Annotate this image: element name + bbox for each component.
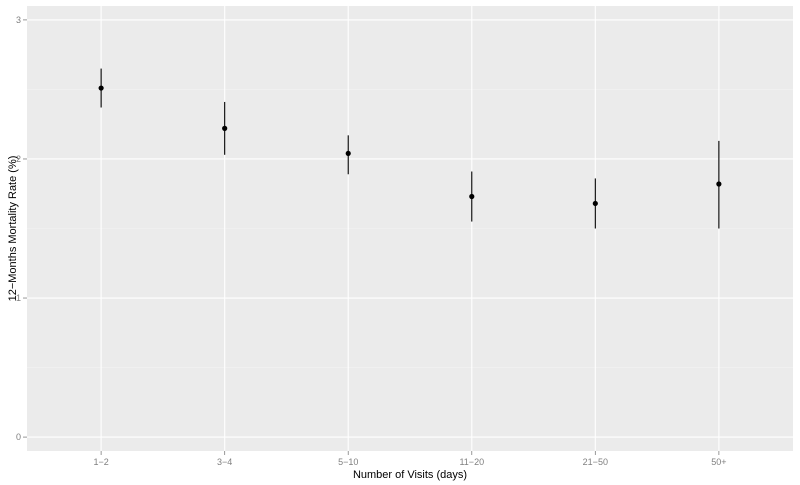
x-tick-label: 5−10 <box>338 457 358 467</box>
data-point <box>592 200 598 207</box>
data-point <box>98 85 104 91</box>
data-point <box>469 193 475 200</box>
x-axis-title: Number of Visits (days) <box>353 469 467 481</box>
data-point <box>345 150 351 157</box>
data-marks <box>98 68 722 229</box>
y-tick-label: 3 <box>16 15 21 25</box>
data-point <box>716 181 722 187</box>
x-tick-label: 1−2 <box>93 457 108 467</box>
x-tick-label: 21−50 <box>583 457 608 467</box>
y-tick-label: 0 <box>16 432 21 442</box>
y-tick-label: 1 <box>16 293 21 303</box>
x-tick-label: 3−4 <box>217 457 232 467</box>
axes: 0 1 2 3 1−2 3−4 5−10 11−20 21−50 50+ <box>16 15 727 467</box>
y-axis-title: 12−Months Mortality Rate (%) <box>7 156 19 302</box>
x-tick-label: 11−20 <box>459 457 484 467</box>
x-tick-label: 50+ <box>711 457 726 467</box>
y-tick-label: 2 <box>16 154 21 164</box>
data-point <box>222 125 228 131</box>
